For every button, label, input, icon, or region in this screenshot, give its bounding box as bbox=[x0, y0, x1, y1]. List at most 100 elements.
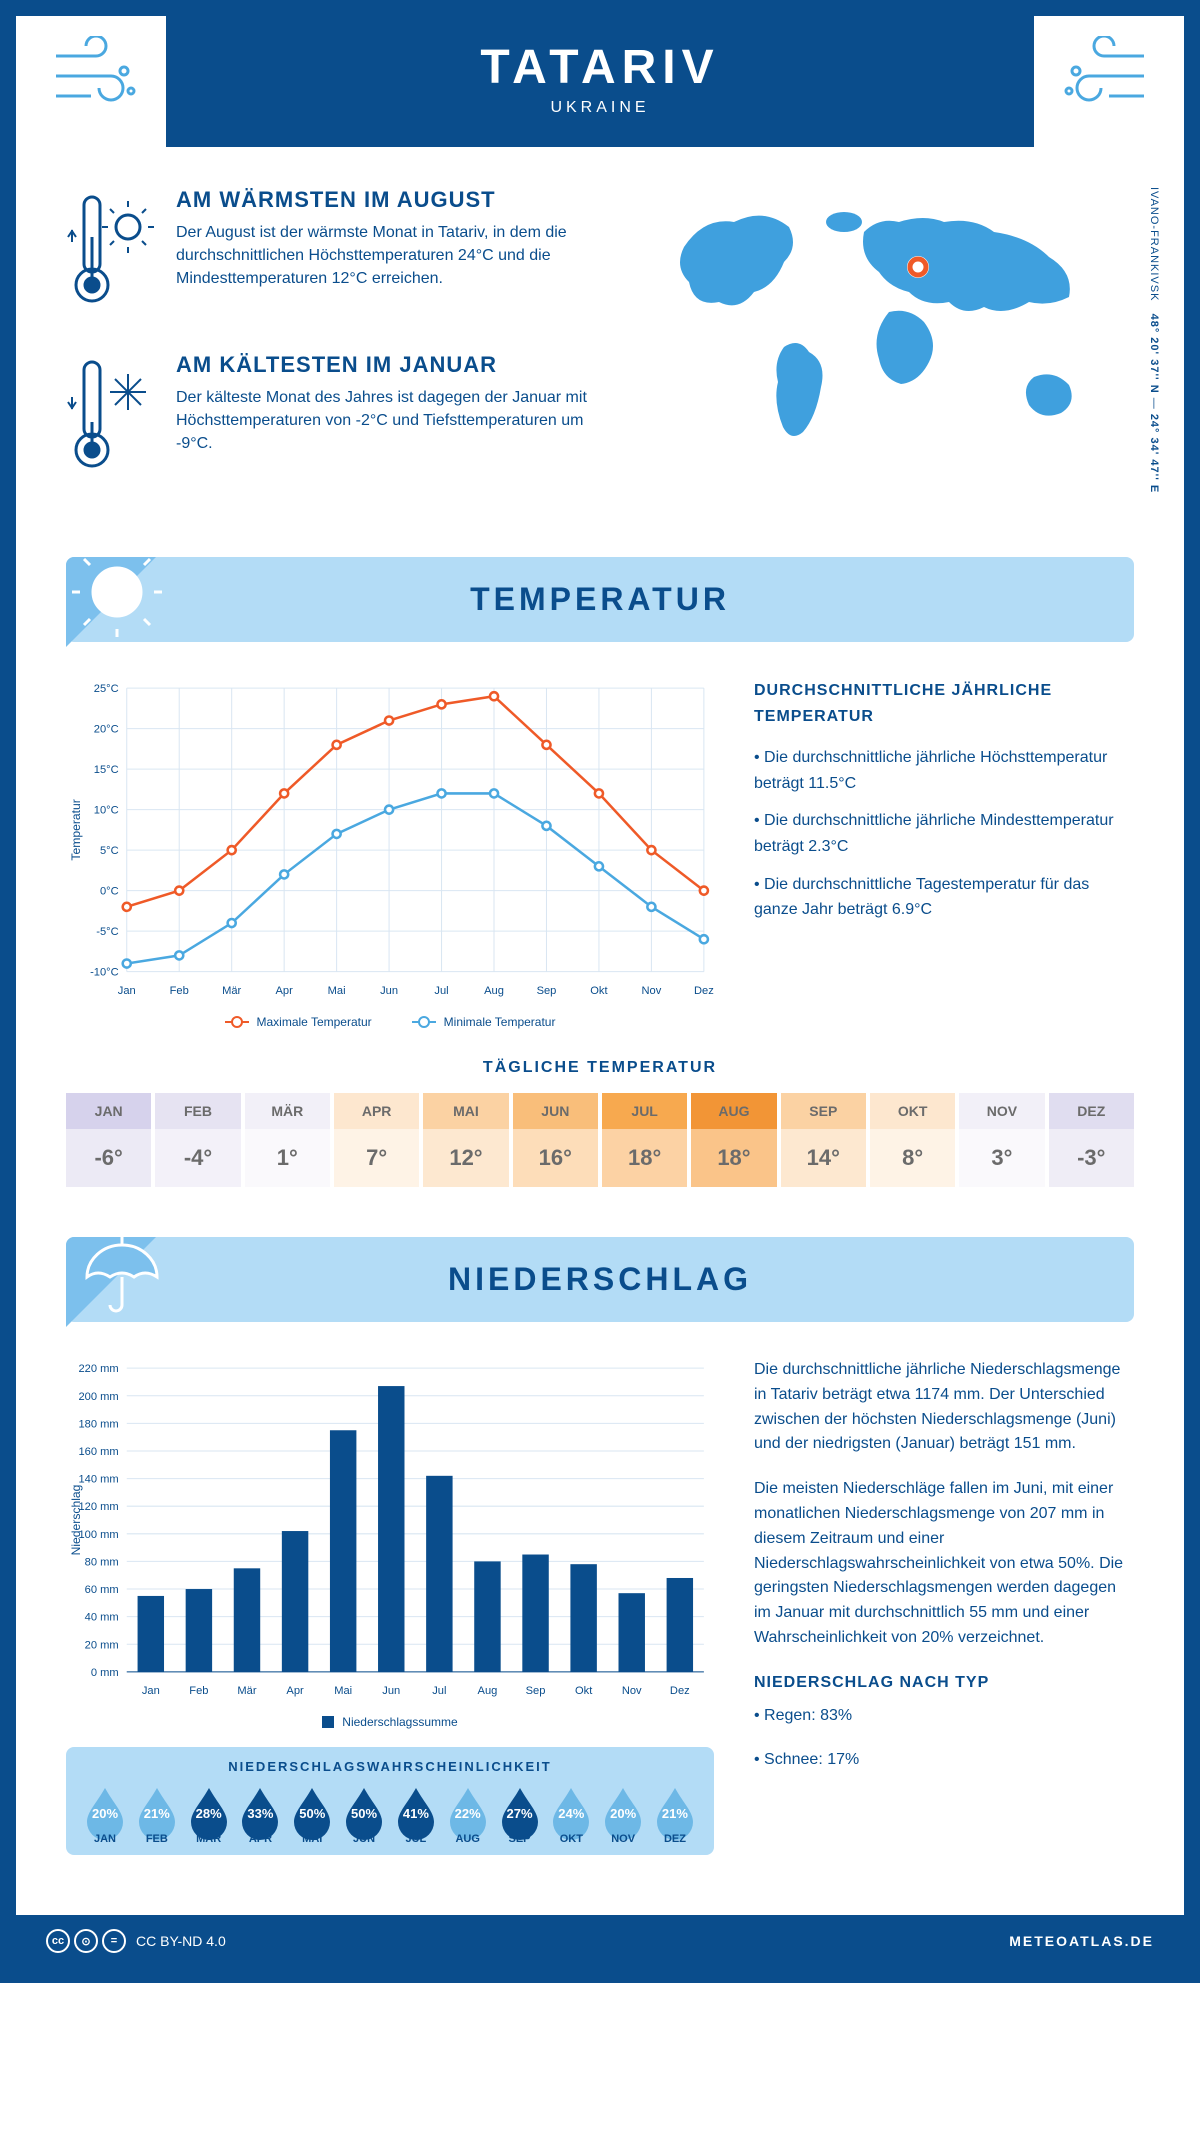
probability-drop: 22% AUG bbox=[445, 1784, 491, 1845]
warmest-text: Der August ist der wärmste Monat in Tata… bbox=[176, 221, 614, 291]
probability-drop: 28% MÄR bbox=[186, 1784, 232, 1845]
svg-text:Jan: Jan bbox=[142, 1685, 160, 1697]
svg-text:Jun: Jun bbox=[380, 985, 398, 997]
svg-text:40 mm: 40 mm bbox=[85, 1612, 119, 1624]
svg-text:-5°C: -5°C bbox=[96, 926, 118, 938]
svg-text:180 mm: 180 mm bbox=[78, 1418, 118, 1430]
site-name: METEOATLAS.DE bbox=[1009, 1933, 1154, 1949]
svg-text:160 mm: 160 mm bbox=[78, 1446, 118, 1458]
svg-text:Niederschlag: Niederschlag bbox=[69, 1485, 83, 1556]
temp-cell: AUG 18° bbox=[691, 1093, 776, 1187]
svg-text:Nov: Nov bbox=[622, 1685, 642, 1697]
temp-cell: MAI 12° bbox=[423, 1093, 508, 1187]
umbrella-icon bbox=[72, 1227, 162, 1325]
svg-text:Dez: Dez bbox=[670, 1685, 690, 1697]
svg-text:140 mm: 140 mm bbox=[78, 1474, 118, 1486]
svg-text:-10°C: -10°C bbox=[90, 967, 119, 979]
svg-text:Jul: Jul bbox=[434, 985, 448, 997]
svg-text:Mär: Mär bbox=[222, 985, 241, 997]
probability-drop: 24% OKT bbox=[548, 1784, 594, 1845]
cc-icons: cc⊙= bbox=[46, 1929, 126, 1953]
precipitation-bar-chart: 0 mm 20 mm 40 mm 60 mm 80 mm 100 mm 120 mm 140 … bbox=[66, 1358, 714, 1729]
svg-text:Sep: Sep bbox=[537, 985, 557, 997]
temp-cell: JUN 16° bbox=[513, 1093, 598, 1187]
precipitation-probability: NIEDERSCHLAGSWAHRSCHEINLICHKEIT 20% JAN … bbox=[66, 1747, 714, 1855]
page-subtitle: UKRAINE bbox=[16, 99, 1184, 117]
svg-text:Mai: Mai bbox=[334, 1685, 352, 1697]
svg-text:25°C: 25°C bbox=[94, 683, 119, 695]
temp-cell: OKT 8° bbox=[870, 1093, 955, 1187]
probability-drop: 41% JUL bbox=[393, 1784, 439, 1845]
temp-cell: DEZ -3° bbox=[1049, 1093, 1134, 1187]
svg-text:Jan: Jan bbox=[118, 985, 136, 997]
chart-legend: Maximale Temperatur Minimale Temperatur bbox=[66, 1015, 714, 1029]
wind-icon bbox=[1054, 36, 1154, 121]
wind-icon bbox=[46, 36, 146, 121]
svg-text:Temperatur: Temperatur bbox=[69, 799, 83, 860]
license-text: CC BY-ND 4.0 bbox=[136, 1933, 226, 1949]
page-title: TATARIV bbox=[16, 40, 1184, 95]
svg-text:20 mm: 20 mm bbox=[85, 1639, 119, 1651]
probability-drop: 33% APR bbox=[237, 1784, 283, 1845]
svg-text:200 mm: 200 mm bbox=[78, 1391, 118, 1403]
svg-text:5°C: 5°C bbox=[100, 845, 119, 857]
svg-text:60 mm: 60 mm bbox=[85, 1584, 119, 1596]
svg-text:Sep: Sep bbox=[526, 1685, 546, 1697]
world-map: IVANO-FRANKIVSK 48° 20' 37'' N — 24° 34'… bbox=[654, 187, 1134, 517]
coldest-text: Der kälteste Monat des Jahres ist dagege… bbox=[176, 386, 614, 456]
temp-cell: JUL 18° bbox=[602, 1093, 687, 1187]
thermometer-snow-icon bbox=[66, 352, 156, 487]
svg-text:0 mm: 0 mm bbox=[91, 1667, 119, 1679]
sun-icon bbox=[72, 547, 162, 645]
svg-text:Feb: Feb bbox=[170, 985, 189, 997]
temp-cell: APR 7° bbox=[334, 1093, 419, 1187]
temperature-line-chart: -10°C-5°C0°C5°C10°C15°C20°C25°CJanFebMär… bbox=[66, 678, 714, 1029]
footer: cc⊙= CC BY-ND 4.0 METEOATLAS.DE bbox=[16, 1915, 1184, 1967]
svg-text:Okt: Okt bbox=[575, 1685, 593, 1697]
probability-drop: 50% MAI bbox=[289, 1784, 335, 1845]
probability-drop: 20% NOV bbox=[600, 1784, 646, 1845]
probability-drop: 20% JAN bbox=[82, 1784, 128, 1845]
coldest-title: AM KÄLTESTEN IM JANUAR bbox=[176, 352, 614, 378]
svg-text:Dez: Dez bbox=[694, 985, 714, 997]
coordinates: IVANO-FRANKIVSK 48° 20' 37'' N — 24° 34'… bbox=[1148, 187, 1160, 493]
probability-drop: 21% DEZ bbox=[652, 1784, 698, 1845]
svg-text:Nov: Nov bbox=[642, 985, 662, 997]
svg-text:Mai: Mai bbox=[328, 985, 346, 997]
svg-text:Mär: Mär bbox=[237, 1685, 256, 1697]
svg-text:Aug: Aug bbox=[478, 1685, 498, 1697]
svg-text:Jun: Jun bbox=[382, 1685, 400, 1697]
warmest-block: AM WÄRMSTEN IM AUGUST Der August ist der… bbox=[66, 187, 614, 322]
svg-text:15°C: 15°C bbox=[94, 764, 119, 776]
chart-legend: Niederschlagssumme bbox=[66, 1715, 714, 1729]
header: TATARIV UKRAINE bbox=[16, 16, 1184, 147]
probability-drop: 50% JUN bbox=[341, 1784, 387, 1845]
temperature-info: DURCHSCHNITTLICHE JÄHRLICHE TEMPERATUR •… bbox=[754, 678, 1134, 1029]
probability-drop: 21% FEB bbox=[134, 1784, 180, 1845]
svg-text:Feb: Feb bbox=[189, 1685, 208, 1697]
daily-temperature-table: TÄGLICHE TEMPERATUR JAN -6° FEB -4° MÄR … bbox=[66, 1059, 1134, 1187]
temperature-section-header: TEMPERATUR bbox=[66, 557, 1134, 642]
svg-text:120 mm: 120 mm bbox=[78, 1501, 118, 1513]
svg-text:100 mm: 100 mm bbox=[78, 1529, 118, 1541]
precipitation-info: Die durchschnittliche jährliche Niedersc… bbox=[754, 1358, 1134, 1855]
temp-cell: FEB -4° bbox=[155, 1093, 240, 1187]
svg-text:10°C: 10°C bbox=[94, 805, 119, 817]
thermometer-sun-icon bbox=[66, 187, 156, 322]
coldest-block: AM KÄLTESTEN IM JANUAR Der kälteste Mona… bbox=[66, 352, 614, 487]
temp-cell: SEP 14° bbox=[781, 1093, 866, 1187]
svg-text:80 mm: 80 mm bbox=[85, 1556, 119, 1568]
warmest-title: AM WÄRMSTEN IM AUGUST bbox=[176, 187, 614, 213]
temp-cell: NOV 3° bbox=[959, 1093, 1044, 1187]
svg-text:Jul: Jul bbox=[432, 1685, 446, 1697]
probability-drop: 27% SEP bbox=[497, 1784, 543, 1845]
svg-text:Okt: Okt bbox=[590, 985, 608, 997]
precipitation-section-header: NIEDERSCHLAG bbox=[66, 1237, 1134, 1322]
svg-text:Apr: Apr bbox=[275, 985, 293, 997]
temp-cell: MÄR 1° bbox=[245, 1093, 330, 1187]
svg-text:20°C: 20°C bbox=[94, 724, 119, 736]
svg-text:Aug: Aug bbox=[484, 985, 504, 997]
svg-text:Apr: Apr bbox=[286, 1685, 304, 1697]
temp-cell: JAN -6° bbox=[66, 1093, 151, 1187]
svg-text:220 mm: 220 mm bbox=[78, 1363, 118, 1375]
